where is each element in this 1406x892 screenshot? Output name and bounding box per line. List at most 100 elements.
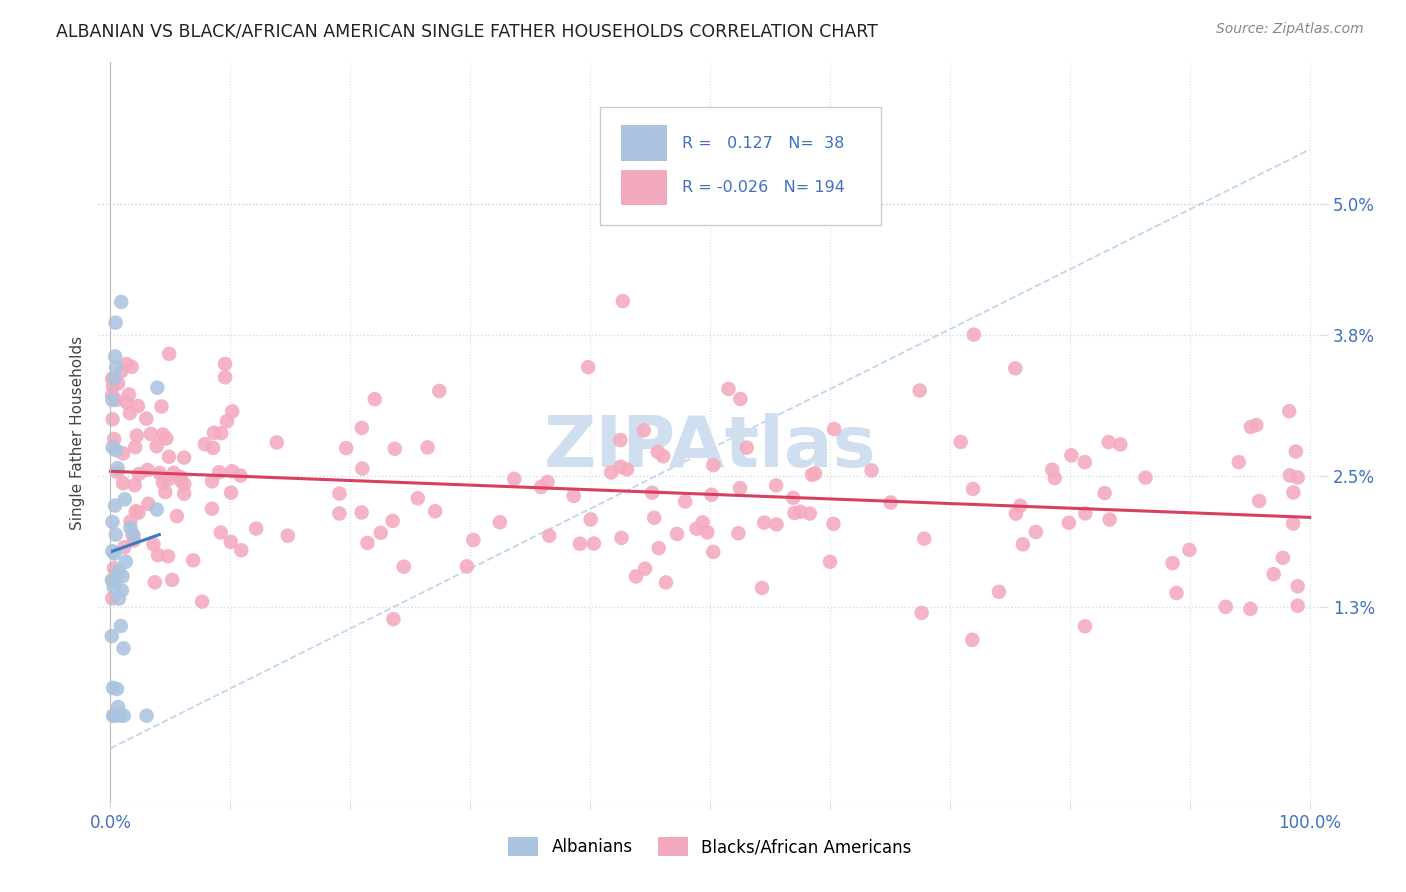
Point bbox=[1215, 599, 1237, 614]
Point bbox=[962, 632, 984, 647]
Point bbox=[157, 450, 180, 464]
Point bbox=[136, 497, 159, 511]
Point bbox=[579, 512, 602, 526]
Point bbox=[370, 525, 392, 540]
Point bbox=[105, 360, 128, 375]
Point bbox=[101, 544, 124, 558]
Text: R =   0.127   N=  38: R = 0.127 N= 38 bbox=[682, 136, 844, 151]
Point bbox=[105, 443, 128, 458]
Point bbox=[127, 399, 149, 413]
Point bbox=[143, 575, 166, 590]
Text: ALBANIAN VS BLACK/AFRICAN AMERICAN SINGLE FATHER HOUSEHOLDS CORRELATION CHART: ALBANIAN VS BLACK/AFRICAN AMERICAN SINGL… bbox=[56, 22, 879, 40]
Point bbox=[105, 465, 128, 479]
Point bbox=[696, 525, 718, 540]
Point bbox=[103, 546, 125, 560]
Point bbox=[356, 536, 378, 550]
Point bbox=[456, 559, 478, 574]
Point bbox=[120, 514, 142, 528]
Point bbox=[125, 504, 148, 518]
Point bbox=[100, 629, 122, 643]
Point bbox=[110, 295, 132, 310]
Point bbox=[568, 537, 591, 551]
Point bbox=[214, 370, 236, 384]
Point bbox=[392, 559, 415, 574]
Point bbox=[754, 516, 776, 530]
Point bbox=[1161, 556, 1184, 570]
Point bbox=[328, 486, 350, 500]
Point bbox=[101, 574, 124, 588]
Point bbox=[173, 477, 195, 491]
Point bbox=[600, 466, 623, 480]
Point bbox=[350, 506, 373, 520]
Point bbox=[1286, 599, 1309, 613]
Point bbox=[173, 486, 195, 500]
Point bbox=[157, 549, 180, 564]
Point bbox=[219, 534, 242, 549]
Point bbox=[823, 422, 845, 436]
Point bbox=[157, 347, 180, 361]
Point bbox=[1057, 516, 1080, 530]
Point bbox=[423, 504, 446, 518]
Point bbox=[609, 459, 631, 474]
Point bbox=[717, 382, 740, 396]
Text: ZIPAtlas: ZIPAtlas bbox=[544, 413, 876, 482]
Text: R = -0.026   N= 194: R = -0.026 N= 194 bbox=[682, 180, 845, 195]
Point bbox=[1282, 485, 1305, 500]
Point bbox=[818, 555, 841, 569]
Point bbox=[652, 449, 675, 463]
Point bbox=[107, 461, 129, 475]
Point bbox=[648, 541, 671, 555]
Point bbox=[111, 569, 134, 583]
Point bbox=[112, 446, 135, 460]
Point bbox=[1074, 619, 1097, 633]
Point bbox=[538, 529, 561, 543]
Point bbox=[624, 569, 647, 583]
Point bbox=[1166, 586, 1188, 600]
Point bbox=[350, 421, 373, 435]
Point bbox=[169, 470, 191, 484]
Point bbox=[103, 580, 125, 594]
Point bbox=[949, 434, 972, 449]
Point bbox=[823, 516, 845, 531]
FancyBboxPatch shape bbox=[620, 169, 668, 205]
Point bbox=[124, 440, 146, 454]
Point bbox=[139, 426, 162, 441]
Point bbox=[108, 708, 131, 723]
Point bbox=[104, 527, 127, 541]
Point bbox=[146, 548, 169, 562]
Point bbox=[112, 476, 135, 491]
Point bbox=[702, 458, 724, 472]
Point bbox=[152, 427, 174, 442]
Point bbox=[328, 507, 350, 521]
Point bbox=[103, 561, 125, 575]
Point bbox=[643, 511, 665, 525]
Point bbox=[1135, 470, 1157, 484]
FancyBboxPatch shape bbox=[620, 126, 668, 161]
Point bbox=[692, 516, 714, 530]
Point bbox=[576, 360, 599, 375]
Point bbox=[536, 475, 558, 489]
Point bbox=[789, 505, 811, 519]
Point bbox=[1098, 435, 1121, 450]
Point bbox=[1074, 507, 1097, 521]
Point bbox=[194, 437, 217, 451]
Point bbox=[910, 606, 932, 620]
Point bbox=[101, 372, 124, 386]
Point bbox=[352, 461, 374, 475]
Point bbox=[800, 467, 823, 482]
Point bbox=[105, 392, 128, 407]
Point bbox=[128, 506, 150, 520]
Point bbox=[427, 384, 450, 398]
Point bbox=[101, 441, 124, 455]
Point bbox=[166, 509, 188, 524]
Point bbox=[157, 472, 180, 486]
Point bbox=[229, 468, 252, 483]
Point bbox=[728, 481, 751, 495]
Point bbox=[115, 395, 138, 409]
Point bbox=[135, 708, 157, 723]
Point bbox=[105, 681, 128, 696]
Point bbox=[150, 400, 173, 414]
Point bbox=[108, 591, 129, 606]
Point bbox=[115, 357, 138, 371]
Point bbox=[1010, 499, 1032, 513]
